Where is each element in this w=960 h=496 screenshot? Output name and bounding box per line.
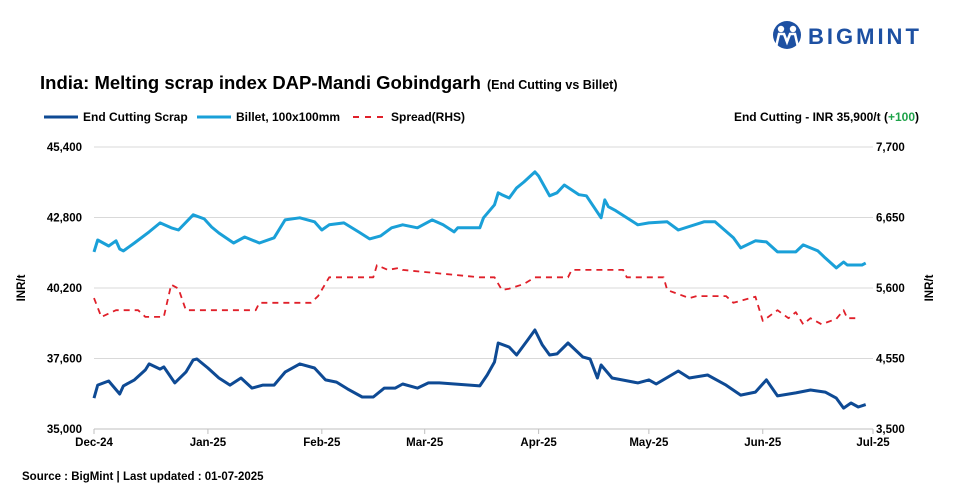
series-line-end-cutting-scrap (92, 328, 867, 410)
left-axis-title: INR/t (16, 274, 28, 301)
latest-value-label: End Cutting - INR 35,900/t (+100) (734, 110, 919, 124)
x-tick-label: Dec-24 (75, 437, 113, 449)
legend-item-end-cutting[interactable]: End Cutting Scrap (44, 110, 188, 124)
right-axis-ticks: 3,500 4,550 5,600 6,650 7,700 (876, 142, 905, 436)
right-tick-label: 5,600 (876, 283, 905, 295)
right-tick-label: 3,500 (876, 424, 905, 436)
logo-text: BIGMINT (808, 24, 922, 49)
right-tick-label: 6,650 (876, 213, 905, 225)
x-axis-ticks: Dec-24 Jan-25 Feb-25 Mar-25 Apr-25 May-25 Jun-… (75, 429, 890, 449)
right-axis-title: INR/t (924, 274, 936, 301)
left-axis-ticks: 35,000 37,600 40,200 42,800 45,400 (47, 142, 82, 436)
right-tick-label: 4,550 (876, 354, 905, 366)
left-tick-label: 42,800 (47, 213, 82, 225)
chart-title: India: Melting scrap index DAP-Mandi Gob… (40, 72, 618, 93)
left-tick-label: 35,000 (47, 424, 82, 436)
legend-item-spread[interactable]: Spread(RHS) (353, 110, 465, 124)
series-line-billet-100x100mm (92, 170, 867, 270)
x-tick-label: Jun-25 (744, 437, 782, 449)
svg-text:Spread(RHS): Spread(RHS) (391, 110, 465, 124)
left-tick-label: 40,200 (47, 283, 82, 295)
svg-text:End Cutting Scrap: End Cutting Scrap (83, 110, 188, 124)
x-tick-label: Jan-25 (190, 437, 227, 449)
left-tick-label: 37,600 (47, 354, 82, 366)
left-tick-label: 45,400 (47, 142, 82, 154)
x-tick-label: Feb-25 (303, 437, 341, 449)
x-tick-label: Apr-25 (520, 437, 557, 449)
series-lines (92, 170, 867, 410)
right-tick-label: 7,700 (876, 142, 905, 154)
bigmint-logo: BIGMINT (773, 21, 922, 49)
x-tick-label: Jul-25 (856, 437, 890, 449)
legend-item-billet[interactable]: Billet, 100x100mm (197, 110, 340, 124)
x-tick-label: May-25 (629, 437, 669, 449)
x-tick-label: Mar-25 (406, 437, 444, 449)
svg-text:Billet, 100x100mm: Billet, 100x100mm (236, 110, 340, 124)
legend: End Cutting Scrap Billet, 100x100mm Spre… (44, 110, 465, 124)
gridlines (94, 146, 873, 359)
source-note: Source : BigMint | Last updated : 01-07-… (22, 471, 264, 483)
series-line-spread-rhs (93, 264, 859, 326)
